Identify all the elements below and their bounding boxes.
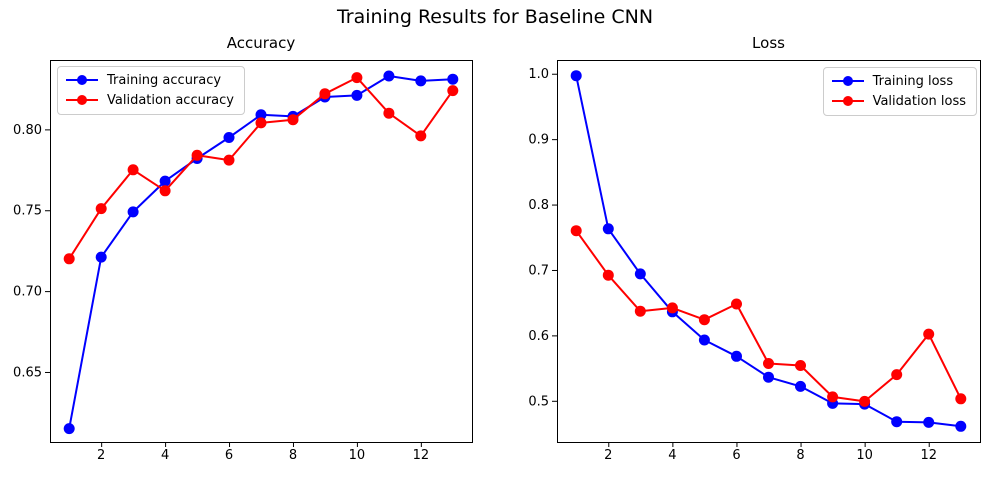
figure-suptitle: Training Results for Baseline CNN <box>336 6 654 28</box>
training-loss-point <box>955 420 967 432</box>
validation-accuracy-point <box>447 85 459 97</box>
training-loss-point <box>698 334 710 346</box>
validation-accuracy-point <box>383 107 395 119</box>
validation-loss-point <box>570 225 582 237</box>
validation-accuracy-point <box>287 114 299 126</box>
training-accuracy-point <box>223 132 235 143</box>
training-loss-point <box>795 380 806 392</box>
validation-loss-point <box>955 393 967 405</box>
y-tick-label: 0.80 <box>13 123 42 138</box>
validation-accuracy-point <box>415 130 427 142</box>
legend-line-marker-icon <box>66 95 98 105</box>
loss-plot-title: Loss <box>752 34 785 52</box>
validation-accuracy-point <box>223 154 235 166</box>
validation-accuracy-point <box>351 72 363 84</box>
validation-loss-point <box>923 328 935 340</box>
x-tick-label: 2 <box>97 448 105 463</box>
legend-label: Validation loss <box>872 93 966 109</box>
x-tick-label: 8 <box>289 448 297 463</box>
x-tick-label: 12 <box>920 448 937 463</box>
validation-loss-point <box>827 391 839 403</box>
y-tick-label: 0.70 <box>13 285 42 300</box>
axes-frame <box>50 60 473 443</box>
x-tick-label: 6 <box>225 448 233 463</box>
x-tick-label: 4 <box>668 448 676 463</box>
training-accuracy-point <box>383 70 395 82</box>
validation-loss-point <box>795 360 806 371</box>
training-accuracy-point <box>255 109 267 121</box>
validation-loss-point <box>698 314 710 326</box>
validation-accuracy-point <box>191 149 203 161</box>
legend-entry: Validation accuracy <box>66 90 234 110</box>
x-tick-label: 8 <box>796 448 804 463</box>
validation-loss-point <box>859 395 871 407</box>
x-tick-label: 4 <box>161 448 169 463</box>
legend-entry: Validation loss <box>831 91 966 111</box>
legend-label: Training loss <box>872 73 954 89</box>
x-tick-label: 10 <box>349 448 366 463</box>
x-tick-label: 6 <box>732 448 740 463</box>
training-accuracy-point <box>95 251 107 263</box>
training-loss-point <box>731 350 742 362</box>
validation-accuracy-point <box>159 185 171 197</box>
y-tick-label: 0.5 <box>528 394 549 409</box>
accuracy-plot-title: Accuracy <box>226 34 296 52</box>
y-tick-label: 0.8 <box>528 198 549 213</box>
validation-loss-point <box>602 269 614 281</box>
axes-frame <box>557 60 981 443</box>
validation-loss-point <box>634 305 646 317</box>
validation-loss-point <box>763 358 774 369</box>
training-accuracy-point <box>447 73 459 85</box>
validation-loss-point <box>891 369 903 381</box>
accuracy-legend: Training accuracy Validation accuracy <box>57 66 245 115</box>
training-loss-point <box>634 268 646 280</box>
validation-accuracy-point <box>319 88 331 100</box>
loss-plot: Training loss Validation loss <box>557 60 980 442</box>
validation-accuracy-point <box>95 203 107 215</box>
training-loss-point <box>763 371 774 383</box>
y-tick-label: 0.6 <box>528 329 549 344</box>
loss-legend: Training loss Validation loss <box>822 67 977 116</box>
validation-loss-point <box>666 302 678 314</box>
training-accuracy-point <box>63 423 75 435</box>
validation-accuracy-point <box>63 253 75 265</box>
legend-entry: Training accuracy <box>66 70 234 90</box>
legend-label: Validation accuracy <box>107 92 234 108</box>
validation-accuracy-point <box>127 164 139 176</box>
validation-loss-point <box>731 298 742 310</box>
legend-line-marker-icon <box>66 75 98 85</box>
training-accuracy-point <box>159 175 171 187</box>
training-accuracy-point <box>127 206 139 218</box>
training-loss-point <box>570 70 582 82</box>
training-loss-point <box>923 416 935 428</box>
training-loss-point <box>602 223 614 235</box>
accuracy-plot: Training accuracy Validation accuracy <box>50 60 472 442</box>
y-tick-label: 0.7 <box>528 263 549 278</box>
training-accuracy-point <box>351 89 363 101</box>
y-tick-label: 1.0 <box>528 67 549 82</box>
legend-line-marker-icon <box>831 76 864 86</box>
y-tick-label: 0.75 <box>13 204 42 219</box>
validation-accuracy-point <box>255 117 267 129</box>
training-loss-point <box>891 416 903 428</box>
training-accuracy-point <box>415 75 427 87</box>
legend-line-marker-icon <box>831 96 864 106</box>
y-tick-label: 0.9 <box>528 133 549 148</box>
x-tick-label: 12 <box>413 448 430 463</box>
legend-label: Training accuracy <box>107 72 222 88</box>
x-tick-label: 2 <box>604 448 612 463</box>
x-tick-label: 10 <box>856 448 873 463</box>
y-tick-label: 0.65 <box>13 365 42 380</box>
legend-entry: Training loss <box>831 71 966 91</box>
